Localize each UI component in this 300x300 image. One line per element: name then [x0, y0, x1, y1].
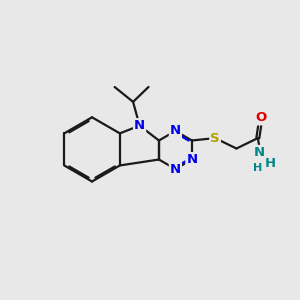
Text: S: S: [210, 132, 220, 145]
Text: N: N: [186, 153, 197, 166]
Text: H: H: [265, 157, 276, 170]
Text: O: O: [255, 111, 266, 124]
Text: N: N: [134, 119, 145, 132]
Text: N: N: [170, 163, 181, 176]
Text: N: N: [170, 124, 181, 137]
Text: N: N: [254, 146, 265, 159]
Text: H: H: [253, 163, 262, 173]
